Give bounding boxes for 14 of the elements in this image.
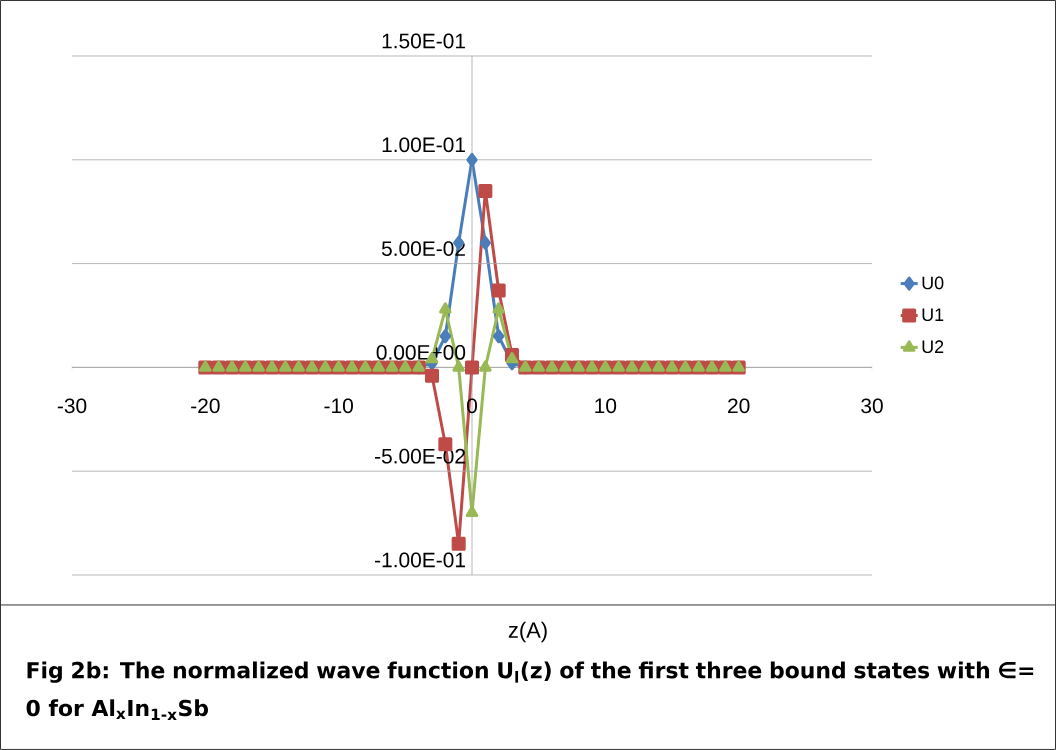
y-tick-label: 1.00E-01	[382, 137, 465, 153]
x-tick-label: 30	[861, 398, 883, 414]
x-tick-label: 10	[595, 398, 617, 414]
text: Fig 2b: The normalized wave function U$_{l}$(z) of the first three bound states with ∈= 0 for Al$_{x}$In$_{1-x}$Sb	[26, 661, 1034, 721]
x-tick-label: -20	[191, 398, 220, 414]
text: z(A)	[508, 621, 547, 643]
x-tick-label: -10	[324, 398, 353, 414]
x-tick-label: -30	[57, 398, 87, 414]
y-tick-label: 1.50E-01	[382, 33, 465, 49]
legend-label: U1	[922, 308, 944, 322]
x-tick-label: 20	[728, 398, 750, 414]
y-tick-label: -1.00E-01	[375, 552, 465, 568]
legend-label: U0	[922, 276, 944, 290]
legend-label: U2	[922, 340, 944, 354]
